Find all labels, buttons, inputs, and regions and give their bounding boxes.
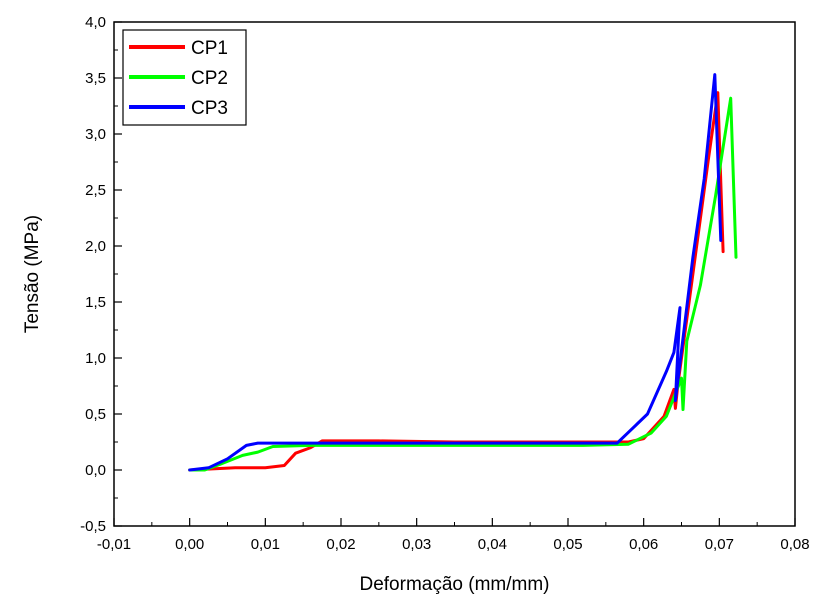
x-tick-label: 0,01: [251, 536, 280, 553]
y-axis: -0,5 0,0 0,5 1,0 1,5 2,0 2,5 3,0 3,5 4,0: [80, 14, 122, 535]
y-tick-label: 1,0: [85, 350, 106, 367]
legend: CP1 CP2 CP3: [122, 29, 247, 126]
x-tick-label: 0,00: [175, 536, 204, 553]
y-tick-label: 3,5: [85, 70, 106, 87]
x-tick-label: 0,04: [478, 536, 507, 553]
series-line-cp3: [188, 73, 723, 472]
legend-label-cp2: CP2: [191, 68, 228, 89]
x-axis: -0,01 0,00 0,01 0,02 0,03 0,04 0,05 0,06 0,07 0,0…: [97, 518, 810, 553]
y-tick-label: 4,0: [85, 14, 106, 31]
series-line-cp2: [188, 96, 738, 472]
series-layer: [188, 73, 738, 472]
y-tick-label: -0,5: [80, 518, 106, 535]
y-tick-label: 2,5: [85, 182, 106, 199]
y-tick-label: 0,0: [85, 462, 106, 479]
y-tick-label: 1,5: [85, 294, 106, 311]
x-tick-label: 0,08: [780, 536, 809, 553]
legend-label-cp1: CP1: [191, 38, 228, 59]
x-tick-label: -0,01: [97, 536, 131, 553]
y-tick-label: 2,0: [85, 238, 106, 255]
x-tick-label: 0,06: [629, 536, 658, 553]
x-tick-label: 0,07: [705, 536, 734, 553]
x-tick-label: 0,02: [326, 536, 355, 553]
x-axis-title: Deformação (mm/mm): [359, 574, 549, 595]
y-axis-title: Tensão (MPa): [22, 215, 43, 333]
x-tick-label: 0,05: [553, 536, 582, 553]
y-tick-label: 0,5: [85, 406, 106, 423]
x-tick-label: 0,03: [402, 536, 431, 553]
series-line-cp1: [188, 91, 725, 472]
legend-label-cp3: CP3: [191, 98, 228, 119]
y-tick-label: 3,0: [85, 126, 106, 143]
